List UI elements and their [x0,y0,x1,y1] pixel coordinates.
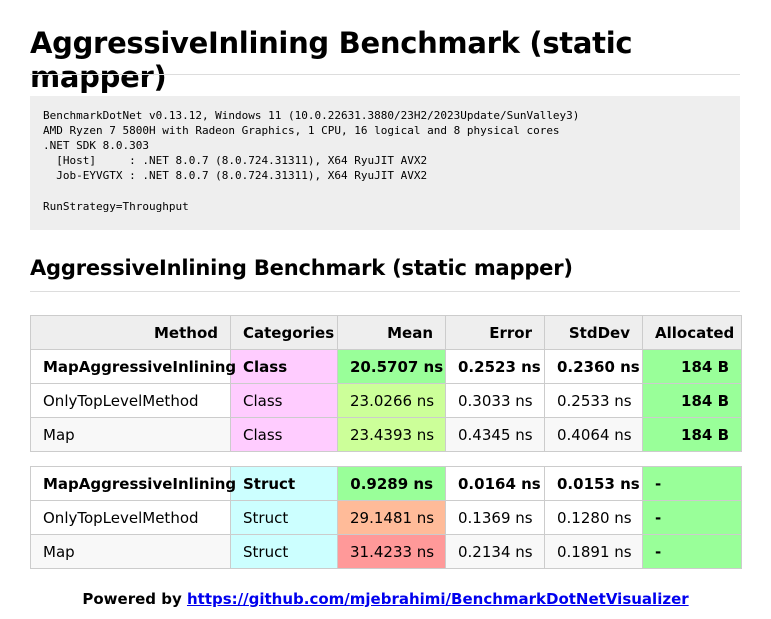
footer: Powered by https://github.com/mjebrahimi… [0,590,771,608]
table-cell: Struct [230,466,338,501]
table-cell: 184 B [642,383,742,418]
table-cell: 0.2360 ns [544,349,643,384]
table-cell: Class [230,383,338,418]
table-cell: 0.1369 ns [445,500,545,535]
table-cell: Map [30,534,231,569]
results-table: MapAggressiveInlining Struct 0.9289 ns 0.01… [30,466,742,569]
table-cell: 29.1481 ns [337,500,446,535]
column-header: Mean [337,315,446,350]
section-title: AggressiveInlining Benchmark (static map… [30,256,573,280]
table-cell: 0.0153 ns [544,466,643,501]
table-cell: Class [230,349,338,384]
env-line: [Host] : .NET 8.0.7 (8.0.724.31311), X64… [43,154,428,168]
run-strategy: RunStrategy=Throughput [43,199,189,213]
table-cell: 23.0266 ns [337,383,446,418]
table-cell: 0.3033 ns [445,383,545,418]
table-cell: 0.2134 ns [445,534,545,569]
table-cell: Struct [230,500,338,535]
table-row: MapAggressiveInlining Class 20.5707 ns 0.25… [30,349,742,384]
table-cell: 31.4233 ns [337,534,446,569]
table-cell: OnlyTopLevelMethod [30,383,231,418]
table-row: Map Class 23.4393 ns 0.4345 ns 0.4064 ns 184 … [30,417,742,452]
table-cell: 184 B [642,349,742,384]
results-table: Method Categories Mean Error StdDev Allocated… [30,315,742,452]
table-cell: MapAggressiveInlining [30,466,236,501]
env-line: BenchmarkDotNet v0.13.12, Windows 11 (10… [43,109,580,122]
header-row: Method Categories Mean Error StdDev Allocated [30,315,742,350]
column-header: Allocated [642,315,742,350]
table-cell: 0.4345 ns [445,417,545,452]
table-row: OnlyTopLevelMethod Class 23.0266 ns 0.3033 … [30,383,742,418]
column-header: Error [445,315,545,350]
table-cell: 0.0164 ns [445,466,545,501]
environment-info: BenchmarkDotNet v0.13.12, Windows 11 (10… [30,96,740,230]
column-header: Method [30,315,231,350]
footer-link[interactable]: https://github.com/mjebrahimi/BenchmarkD… [186,590,689,608]
table-cell: - [642,500,742,535]
table-cell: 23.4393 ns [337,417,446,452]
divider [30,291,740,292]
env-line: .NET SDK 8.0.303 [43,139,149,153]
table-cell: 0.2533 ns [544,383,643,418]
table-cell: - [642,534,742,569]
column-header: Categories [230,315,338,350]
column-header: StdDev [544,315,643,350]
table-cell: Class [230,417,338,452]
table-cell: 0.2523 ns [445,349,545,384]
table-cell: 20.5707 ns [337,349,446,384]
table-cell: OnlyTopLevelMethod [30,500,231,535]
table-cell: MapAggressiveInlining [30,349,236,384]
env-line: AMD Ryzen 7 5800H with Radeon Graphics, … [43,124,560,138]
env-line: Job-EYVGTX : .NET 8.0.7 (8.0.724.31311),… [43,169,428,183]
table-cell: 0.4064 ns [544,417,643,452]
footer-prefix: Powered by [82,590,182,608]
table-row: OnlyTopLevelMethod Struct 29.1481 ns 0.1369… [30,500,742,535]
table-cell: 0.1891 ns [544,534,643,569]
page-title: AggressiveInlining Benchmark (static map… [30,26,633,94]
table-cell: - [642,466,742,501]
table-cell: Map [30,417,231,452]
table-cell: 0.1280 ns [544,500,643,535]
table-row: Map Struct 31.4233 ns 0.2134 ns 0.1891 ns - [30,534,742,569]
table-cell: 184 B [642,417,742,452]
divider [30,74,740,75]
table-cell: 0.9289 ns [337,466,446,501]
table-cell: Struct [230,534,338,569]
table-row: MapAggressiveInlining Struct 0.9289 ns 0.01… [30,466,742,501]
